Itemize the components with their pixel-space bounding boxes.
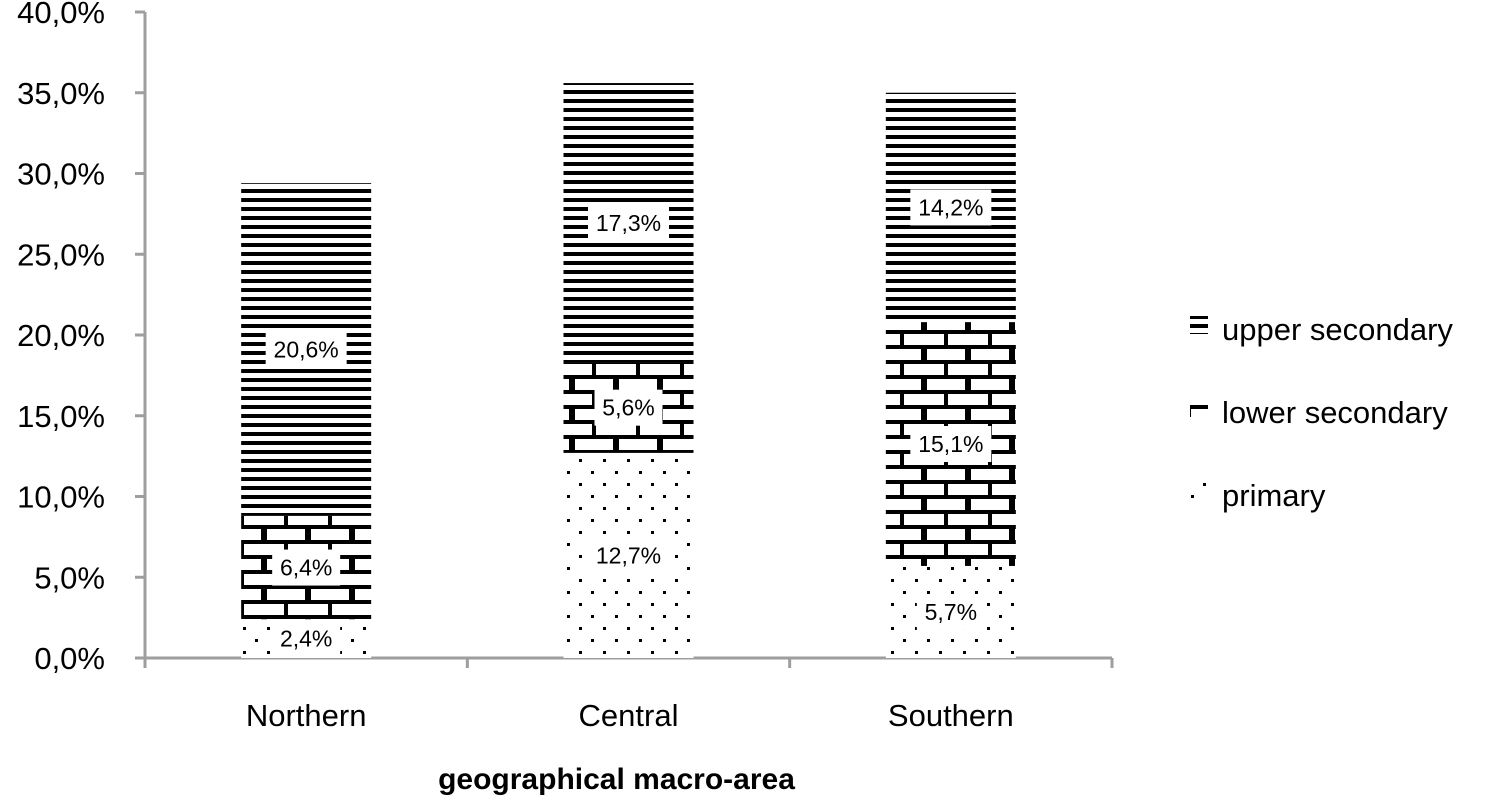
legend-swatch <box>1190 399 1208 417</box>
legend-swatch <box>1190 316 1208 334</box>
data-label: 5,7% <box>925 599 977 625</box>
data-label: 17,3% <box>596 210 661 236</box>
y-tick-label: 30,0% <box>17 157 105 192</box>
y-tick-label: 5,0% <box>34 560 105 595</box>
x-category-label: Central <box>579 698 679 733</box>
x-axis-title: geographical macro-area <box>438 763 795 796</box>
data-label-group: 6,4% <box>272 549 341 586</box>
data-label: 14,2% <box>918 194 983 220</box>
data-label: 20,6% <box>274 337 339 363</box>
data-label-box <box>910 426 992 463</box>
bars <box>241 83 1016 658</box>
data-label: 12,7% <box>596 542 661 568</box>
y-tick-label: 10,0% <box>17 480 105 515</box>
y-tick-label: 15,0% <box>17 399 105 434</box>
data-label-box <box>588 537 669 574</box>
legend-item: lower secondary <box>1190 395 1448 430</box>
data-label-group: 5,6% <box>594 389 663 426</box>
data-label-group: 2,4% <box>272 620 341 657</box>
data-label: 5,6% <box>602 395 654 421</box>
data-label-group: 12,7% <box>588 537 669 574</box>
data-label-group: 20,6% <box>265 331 347 368</box>
data-label-group: 17,3% <box>588 204 669 241</box>
data-label-box <box>594 389 663 426</box>
legend-swatch <box>1190 482 1208 500</box>
axes: 0,0% 5,0% 10,0% 15,0% 20,0% 25,0% 30,0% 35,0% 40… <box>17 0 1114 733</box>
y-tick-label: 0,0% <box>34 641 105 676</box>
data-label-group: 14,2% <box>910 189 992 226</box>
data-label-box <box>588 204 669 241</box>
y-tick-label: 25,0% <box>17 237 105 272</box>
data-label: 2,4% <box>280 626 332 652</box>
x-category-label: Southern <box>888 698 1014 733</box>
y-tick-label: 40,0% <box>17 0 105 30</box>
legend-item: upper secondary <box>1190 312 1453 347</box>
data-label-box <box>265 331 347 368</box>
y-tick-label: 35,0% <box>17 76 105 111</box>
data-label: 6,4% <box>280 555 332 581</box>
data-label-group: 5,7% <box>916 593 985 630</box>
data-label: 15,1% <box>918 431 983 457</box>
data-label-box <box>272 620 341 657</box>
legend-label: primary <box>1222 478 1326 513</box>
legend-item: primary <box>1190 478 1326 513</box>
data-label-group: 15,1% <box>910 426 992 463</box>
y-tick-label: 20,0% <box>17 318 105 353</box>
data-label-box <box>916 593 985 630</box>
x-category-label: Northern <box>246 698 367 733</box>
legend-label: upper secondary <box>1222 312 1453 347</box>
legend-label: lower secondary <box>1222 395 1448 430</box>
data-label-box <box>272 549 341 586</box>
legend: upper secondary lower secondary primary <box>1190 312 1453 513</box>
data-labels: 2,4% 6,4% 20,6% 12,7% 5,6% 17,3% 5,7% 15,1% 14,2… <box>265 189 992 657</box>
data-label-box <box>910 189 992 226</box>
